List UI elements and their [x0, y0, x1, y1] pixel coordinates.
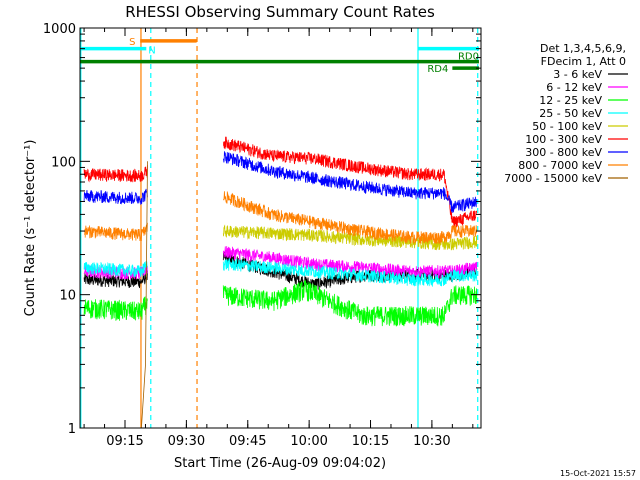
- x-tick-label-1: 09:30: [168, 434, 205, 449]
- chart-title: RHESSI Observing Summary Count Rates: [125, 3, 435, 21]
- x-tick-label-4: 10:15: [352, 434, 389, 449]
- series-line-2: [83, 279, 478, 327]
- annotation-label-0: S: [129, 37, 135, 48]
- plot-area: S N RD0 RD4 09:15 09:30 09:45 10:00 10:15 10:30 1 1…: [43, 22, 482, 449]
- series-line-4: [222, 224, 478, 251]
- legend-entry-label-8: 7000 - 15000 keV: [504, 172, 602, 185]
- legend-entry-label-0: 3 - 6 keV: [553, 68, 602, 81]
- series-line-5: [83, 136, 478, 228]
- series-line-7: [83, 191, 478, 244]
- y-tick-label-1: 10: [59, 289, 76, 304]
- series-line-6: [83, 151, 477, 214]
- annotation-label-1: N: [148, 46, 155, 57]
- legend-entry-label-3: 25 - 50 keV: [539, 107, 602, 120]
- y-tick-label-2: 100: [51, 155, 76, 170]
- annotation-label-4: RD4: [427, 64, 448, 75]
- legend: Det 1,3,4,5,6,9,FDecim 1, Att 03 - 6 keV…: [504, 42, 628, 185]
- legend-entry-label-1: 6 - 12 keV: [546, 81, 602, 94]
- legend-entry-label-6: 300 - 800 keV: [525, 146, 602, 159]
- annotation-label-3: RD0: [458, 52, 479, 63]
- series-line-8: [141, 161, 148, 429]
- x-tick-label-5: 10:30: [413, 434, 450, 449]
- legend-entry-label-7: 800 - 7000 keV: [518, 159, 602, 172]
- footer-timestamp: 15-Oct-2021 15:57: [560, 469, 636, 478]
- legend-header-0: Det 1,3,4,5,6,9,: [540, 42, 626, 55]
- legend-entry-label-5: 100 - 300 keV: [525, 133, 602, 146]
- legend-entry-label-4: 50 - 100 keV: [532, 120, 602, 133]
- y-tick-label-3: 1000: [43, 22, 76, 37]
- series-line-3: [83, 258, 478, 288]
- x-tick-label-3: 10:00: [290, 434, 327, 449]
- x-tick-label-0: 09:15: [106, 434, 143, 449]
- x-tick-label-2: 09:45: [229, 434, 266, 449]
- y-axis-label: Count Rate (s⁻¹ detector⁻¹): [23, 140, 38, 317]
- plot-frame: [79, 27, 482, 429]
- legend-header-1: FDecim 1, Att 0: [541, 55, 626, 68]
- y-tick-label-0: 1: [68, 422, 76, 437]
- legend-entry-label-2: 12 - 25 keV: [539, 94, 602, 107]
- x-axis-label: Start Time (26-Aug-09 09:04:02): [174, 456, 386, 471]
